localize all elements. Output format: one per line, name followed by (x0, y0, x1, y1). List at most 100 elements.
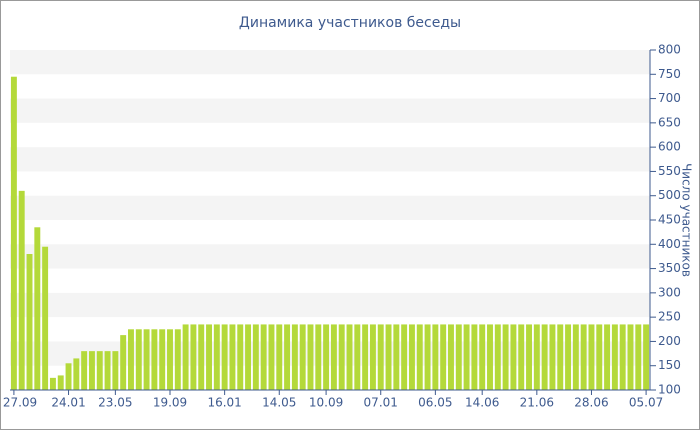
grid-band (10, 98, 650, 123)
grid-band (10, 147, 650, 172)
y-tick-label: 800 (658, 43, 681, 57)
y-tick-label: 100 (658, 383, 681, 397)
bar (346, 324, 353, 390)
bar (143, 329, 150, 390)
bar (463, 324, 470, 390)
bar (635, 324, 642, 390)
bar (362, 324, 369, 390)
y-axis-label: Число участников (680, 163, 694, 277)
y-tick-label: 450 (658, 213, 681, 227)
bar (510, 324, 517, 390)
bar (34, 227, 41, 390)
x-tick-label: 23.05 (98, 396, 132, 410)
y-tick-label: 600 (658, 140, 681, 154)
grid-band (10, 50, 650, 75)
bar (330, 324, 337, 390)
bar (128, 329, 134, 390)
bar (291, 324, 298, 390)
x-tick-label: 07.01 (364, 396, 398, 410)
bar (190, 324, 197, 390)
y-tick-label: 650 (658, 115, 681, 129)
bar (167, 329, 173, 390)
bar (260, 324, 267, 390)
bar (455, 324, 462, 390)
x-tick-label: 19.09 (153, 396, 187, 410)
bar (588, 324, 595, 390)
bar (112, 351, 119, 390)
bar (57, 375, 64, 390)
bar (245, 324, 252, 390)
bar (104, 351, 111, 390)
bar (10, 76, 17, 390)
bar (198, 324, 205, 390)
y-tick-label: 500 (658, 188, 681, 202)
chart-title: Динамика участников беседы (239, 15, 461, 31)
bar (26, 254, 33, 390)
bar (580, 324, 587, 390)
bar (49, 377, 56, 390)
bar (401, 324, 408, 390)
bar (42, 246, 49, 390)
x-tick-label: 14.06 (465, 396, 499, 410)
bar (182, 324, 189, 390)
bar (526, 324, 532, 390)
bar (276, 324, 283, 390)
bar (268, 324, 275, 390)
bar (213, 324, 220, 390)
bar (557, 324, 564, 390)
bar (541, 324, 548, 390)
bar (385, 324, 392, 390)
y-tick-label: 350 (658, 261, 681, 275)
x-tick-label: 24.01 (51, 396, 85, 410)
bar (432, 324, 439, 390)
bar (174, 329, 181, 390)
grid-band (10, 244, 650, 269)
bar (338, 324, 345, 390)
bar (611, 324, 618, 390)
bar (284, 324, 291, 390)
y-tick-label: 250 (658, 310, 681, 324)
bar (377, 324, 384, 390)
bar (307, 324, 314, 390)
bar (572, 324, 579, 390)
bar (221, 324, 228, 390)
y-tick-label: 200 (658, 334, 681, 348)
bar (237, 324, 244, 390)
bar (159, 329, 166, 390)
bar (229, 324, 236, 390)
x-tick-label: 28.06 (574, 396, 608, 410)
y-tick-label: 400 (658, 237, 681, 251)
bar (487, 324, 493, 390)
bar (494, 324, 501, 390)
bar (96, 351, 103, 390)
y-tick-label: 750 (658, 67, 681, 81)
bar (643, 324, 650, 390)
y-tick-label: 150 (658, 358, 681, 372)
bar (424, 324, 431, 390)
bar (81, 351, 88, 390)
bar (619, 324, 626, 390)
bar (73, 358, 80, 390)
y-tick-label: 300 (658, 285, 681, 299)
bar (65, 363, 72, 390)
bar (393, 324, 400, 390)
bar (206, 324, 212, 390)
bar (252, 324, 259, 390)
x-tick-label: 21.06 (520, 396, 554, 410)
bar (354, 324, 361, 390)
bar (471, 324, 478, 390)
bar (518, 324, 525, 390)
x-tick-label: 16.01 (207, 396, 241, 410)
bar (479, 324, 486, 390)
bar (120, 335, 127, 390)
bar (533, 324, 540, 390)
bar (416, 324, 423, 390)
grid-band (10, 195, 650, 220)
bar (448, 324, 454, 390)
bar (596, 324, 603, 390)
bar (315, 324, 322, 390)
y-tick-label: 700 (658, 91, 681, 105)
bar (502, 324, 509, 390)
bar (369, 324, 376, 390)
